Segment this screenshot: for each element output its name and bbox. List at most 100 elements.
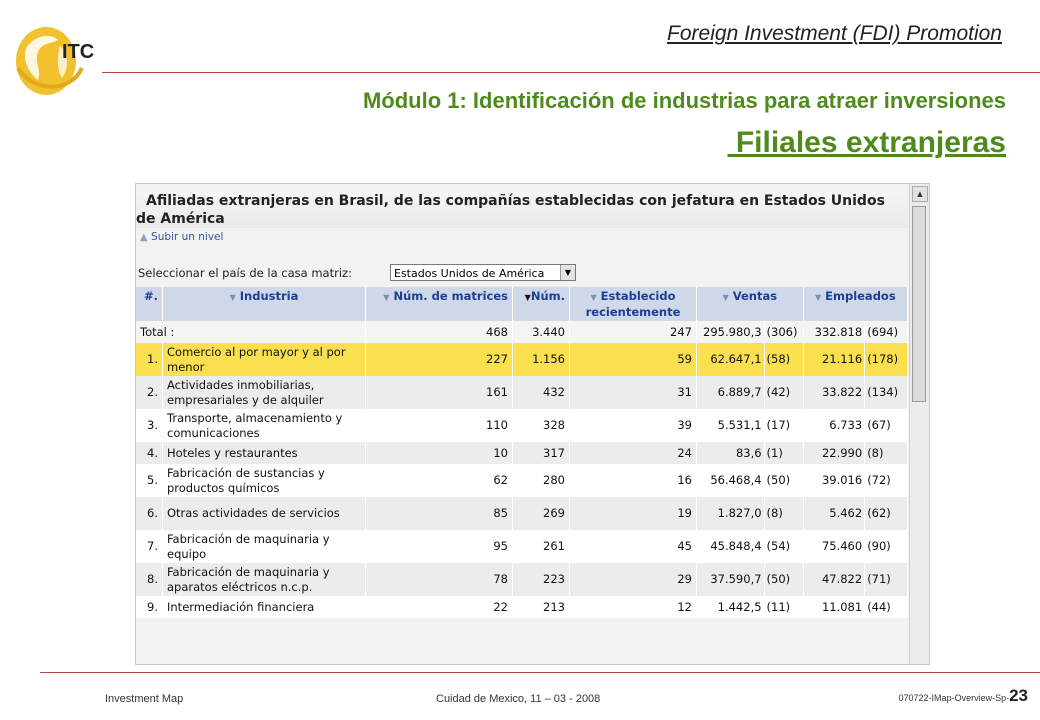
module-title: Módulo 1: Identificación de industrias p… bbox=[362, 88, 1006, 113]
sort-icon: ▼ bbox=[814, 293, 822, 302]
cell-idx: 1. bbox=[136, 343, 163, 376]
footer-center: Cuidad de Mexico, 11 – 03 - 2008 bbox=[436, 693, 601, 705]
cell-num: 3.440 bbox=[512, 321, 570, 343]
scroll-thumb[interactable] bbox=[912, 206, 926, 402]
app-screenshot: Afiliadas extranjeras en Brasil, de las … bbox=[135, 183, 930, 665]
cell-idx: 3. bbox=[136, 409, 163, 442]
cell-industria[interactable]: Intermediación financiera bbox=[162, 596, 366, 618]
cell-empleados: 332.818 bbox=[803, 321, 866, 343]
footer-right: 070722-IMap-Overview-Sp-23 bbox=[899, 686, 1028, 706]
cell-idx: 5. bbox=[136, 464, 163, 497]
footer-code: 070722-IMap-Overview-Sp- bbox=[898, 693, 1010, 703]
cell-industria[interactable]: Hoteles y restaurantes bbox=[162, 442, 366, 464]
table-row[interactable]: 8. Fabricación de maquinaria y aparatos e… bbox=[136, 563, 908, 596]
scroll-up-icon[interactable]: ▲ bbox=[912, 186, 928, 202]
cell-num: 223 bbox=[512, 563, 570, 596]
up-level-link[interactable]: ▲ Subir un nivel bbox=[140, 231, 223, 243]
cell-establecido: 29 bbox=[569, 563, 697, 596]
cell-establecido: 31 bbox=[569, 376, 697, 409]
cell-empleados-n: (62) bbox=[864, 497, 908, 530]
table-row[interactable]: 7. Fabricación de maquinaria y equipo 95 26… bbox=[136, 530, 908, 563]
cell-establecido: 16 bbox=[569, 464, 697, 497]
cell-empleados-n: (134) bbox=[864, 376, 908, 409]
col-ventas[interactable]: ▼ Ventas bbox=[696, 287, 804, 321]
cell-ventas-n: (42) bbox=[764, 376, 804, 409]
cell-empleados-n: (44) bbox=[864, 596, 908, 618]
table-row[interactable]: 6. Otras actividades de servicios 85 269 19 1… bbox=[136, 497, 908, 530]
cell-num: 280 bbox=[512, 464, 570, 497]
country-label: Seleccionar el país de la casa matriz: bbox=[138, 266, 352, 280]
industry-table: #. ▼ Industria ▼ Núm. de matrices ▼Núm. … bbox=[136, 287, 909, 618]
col-idx[interactable]: #. bbox=[136, 287, 163, 321]
cell-empleados: 6.733 bbox=[803, 409, 866, 442]
cell-ventas: 45.848,4 bbox=[696, 530, 765, 563]
col-industria[interactable]: ▼ Industria bbox=[162, 287, 366, 321]
cell-empleados: 75.460 bbox=[803, 530, 866, 563]
cell-ventas: 295.980,3 bbox=[696, 321, 765, 343]
cell-ventas-n: (50) bbox=[764, 563, 804, 596]
cell-empleados: 39.016 bbox=[803, 464, 866, 497]
cell-industria[interactable]: Comercio al por mayor y al por menor bbox=[162, 343, 366, 376]
table-row[interactable]: 4. Hoteles y restaurantes 10 317 24 83,6 (1) 22… bbox=[136, 442, 908, 464]
sort-icon: ▼ bbox=[229, 293, 236, 302]
vertical-scrollbar[interactable]: ▲ bbox=[909, 184, 929, 664]
cell-num: 269 bbox=[512, 497, 570, 530]
cell-ventas: 1.827,0 bbox=[696, 497, 765, 530]
cell-matrices: 85 bbox=[365, 497, 513, 530]
cell-industria[interactable]: Fabricación de maquinaria y equipo bbox=[162, 530, 366, 563]
report-title-line2: de América bbox=[136, 211, 225, 227]
cell-ventas-n: (8) bbox=[764, 497, 804, 530]
cell-ventas-n: (50) bbox=[764, 464, 804, 497]
footer-left: Investment Map bbox=[105, 693, 184, 705]
col-num[interactable]: ▼Núm. bbox=[512, 287, 570, 321]
cell-establecido: 59 bbox=[569, 343, 697, 376]
table-header: #. ▼ Industria ▼ Núm. de matrices ▼Núm. … bbox=[136, 287, 909, 321]
slide-header: Foreign Investment (FDI) Promotion bbox=[667, 22, 1002, 45]
cell-idx: 8. bbox=[136, 563, 163, 596]
bottom-divider bbox=[40, 672, 1040, 673]
cell-establecido: 24 bbox=[569, 442, 697, 464]
cell-empleados: 22.990 bbox=[803, 442, 866, 464]
cell-industria[interactable]: Actividades inmobiliarias, empresariales… bbox=[162, 376, 366, 409]
table-row[interactable]: 2. Actividades inmobiliarias, empresarial… bbox=[136, 376, 908, 409]
cell-matrices: 110 bbox=[365, 409, 513, 442]
cell-empleados: 33.822 bbox=[803, 376, 866, 409]
cell-matrices: 62 bbox=[365, 464, 513, 497]
col-matrices[interactable]: ▼ Núm. de matrices bbox=[365, 287, 513, 321]
cell-establecido: 12 bbox=[569, 596, 697, 618]
col-empleados[interactable]: ▼ Empleados bbox=[803, 287, 909, 321]
cell-matrices: 161 bbox=[365, 376, 513, 409]
cell-industria[interactable]: Otras actividades de servicios bbox=[162, 497, 366, 530]
cell-ventas-n: (17) bbox=[764, 409, 804, 442]
table-row[interactable]: 1. Comercio al por mayor y al por menor 22… bbox=[136, 343, 908, 376]
cell-matrices: 227 bbox=[365, 343, 513, 376]
cell-ventas: 83,6 bbox=[696, 442, 765, 464]
cell-empleados-n: (90) bbox=[864, 530, 908, 563]
cell-ventas: 6.889,7 bbox=[696, 376, 765, 409]
country-select[interactable]: Estados Unidos de América ▼ bbox=[390, 264, 576, 281]
cell-ventas-n: (11) bbox=[764, 596, 804, 618]
cell-empleados: 11.081 bbox=[803, 596, 866, 618]
table-row[interactable]: 9. Intermediación financiera 22 213 12 1.442,… bbox=[136, 596, 908, 618]
table-row[interactable]: 5. Fabricación de sustancias y productos … bbox=[136, 464, 908, 497]
cell-idx: 7. bbox=[136, 530, 163, 563]
cell-num: 328 bbox=[512, 409, 570, 442]
cell-industria[interactable]: Transporte, almacenamiento y comunicacio… bbox=[162, 409, 366, 442]
cell-matrices: 10 bbox=[365, 442, 513, 464]
cell-empleados-n: (178) bbox=[864, 343, 908, 376]
sort-icon: ▼ bbox=[722, 293, 729, 302]
cell-industria[interactable]: Fabricación de maquinaria y aparatos elé… bbox=[162, 563, 366, 596]
cell-idx: 4. bbox=[136, 442, 163, 464]
report-title: Afiliadas extranjeras en Brasil, de las … bbox=[136, 192, 908, 228]
cell-ventas-n: (54) bbox=[764, 530, 804, 563]
cell-establecido: 45 bbox=[569, 530, 697, 563]
cell-establecido: 19 bbox=[569, 497, 697, 530]
cell-num: 1.156 bbox=[512, 343, 570, 376]
cell-num: 432 bbox=[512, 376, 570, 409]
col-establecido[interactable]: ▼ Establecido recientemente bbox=[569, 287, 697, 321]
chevron-down-icon[interactable]: ▼ bbox=[560, 265, 575, 280]
table-row[interactable]: 3. Transporte, almacenamiento y comunicac… bbox=[136, 409, 908, 442]
cell-empleados-n: (8) bbox=[864, 442, 908, 464]
up-level-label: Subir un nivel bbox=[151, 231, 224, 243]
cell-industria[interactable]: Fabricación de sustancias y productos qu… bbox=[162, 464, 366, 497]
